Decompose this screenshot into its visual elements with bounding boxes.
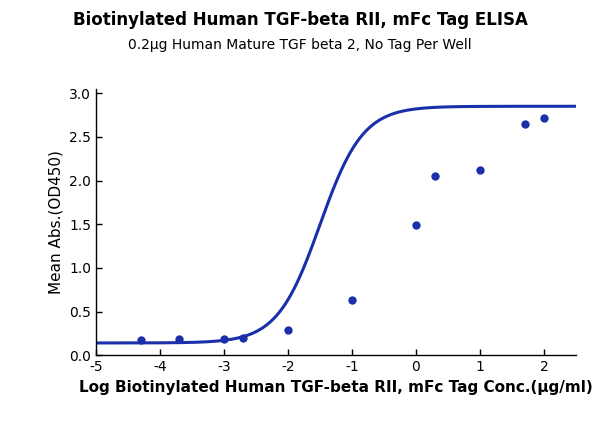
Point: [347, 297, 357, 304]
Point: [539, 114, 549, 121]
X-axis label: Log Biotinylated Human TGF-beta RII, mFc Tag Conc.(μg/ml): Log Biotinylated Human TGF-beta RII, mFc…: [79, 380, 593, 395]
Point: [411, 222, 421, 229]
Point: [219, 335, 229, 342]
Text: 0.2μg Human Mature TGF beta 2, No Tag Per Well: 0.2μg Human Mature TGF beta 2, No Tag Pe…: [128, 38, 472, 52]
Y-axis label: Mean Abs.(OD450): Mean Abs.(OD450): [49, 150, 64, 294]
Point: [175, 335, 184, 342]
Point: [430, 173, 440, 180]
Point: [520, 120, 530, 127]
Point: [136, 337, 146, 344]
Point: [475, 166, 485, 174]
Point: [283, 326, 293, 333]
Text: Biotinylated Human TGF-beta RII, mFc Tag ELISA: Biotinylated Human TGF-beta RII, mFc Tag…: [73, 11, 527, 29]
Point: [238, 334, 248, 341]
